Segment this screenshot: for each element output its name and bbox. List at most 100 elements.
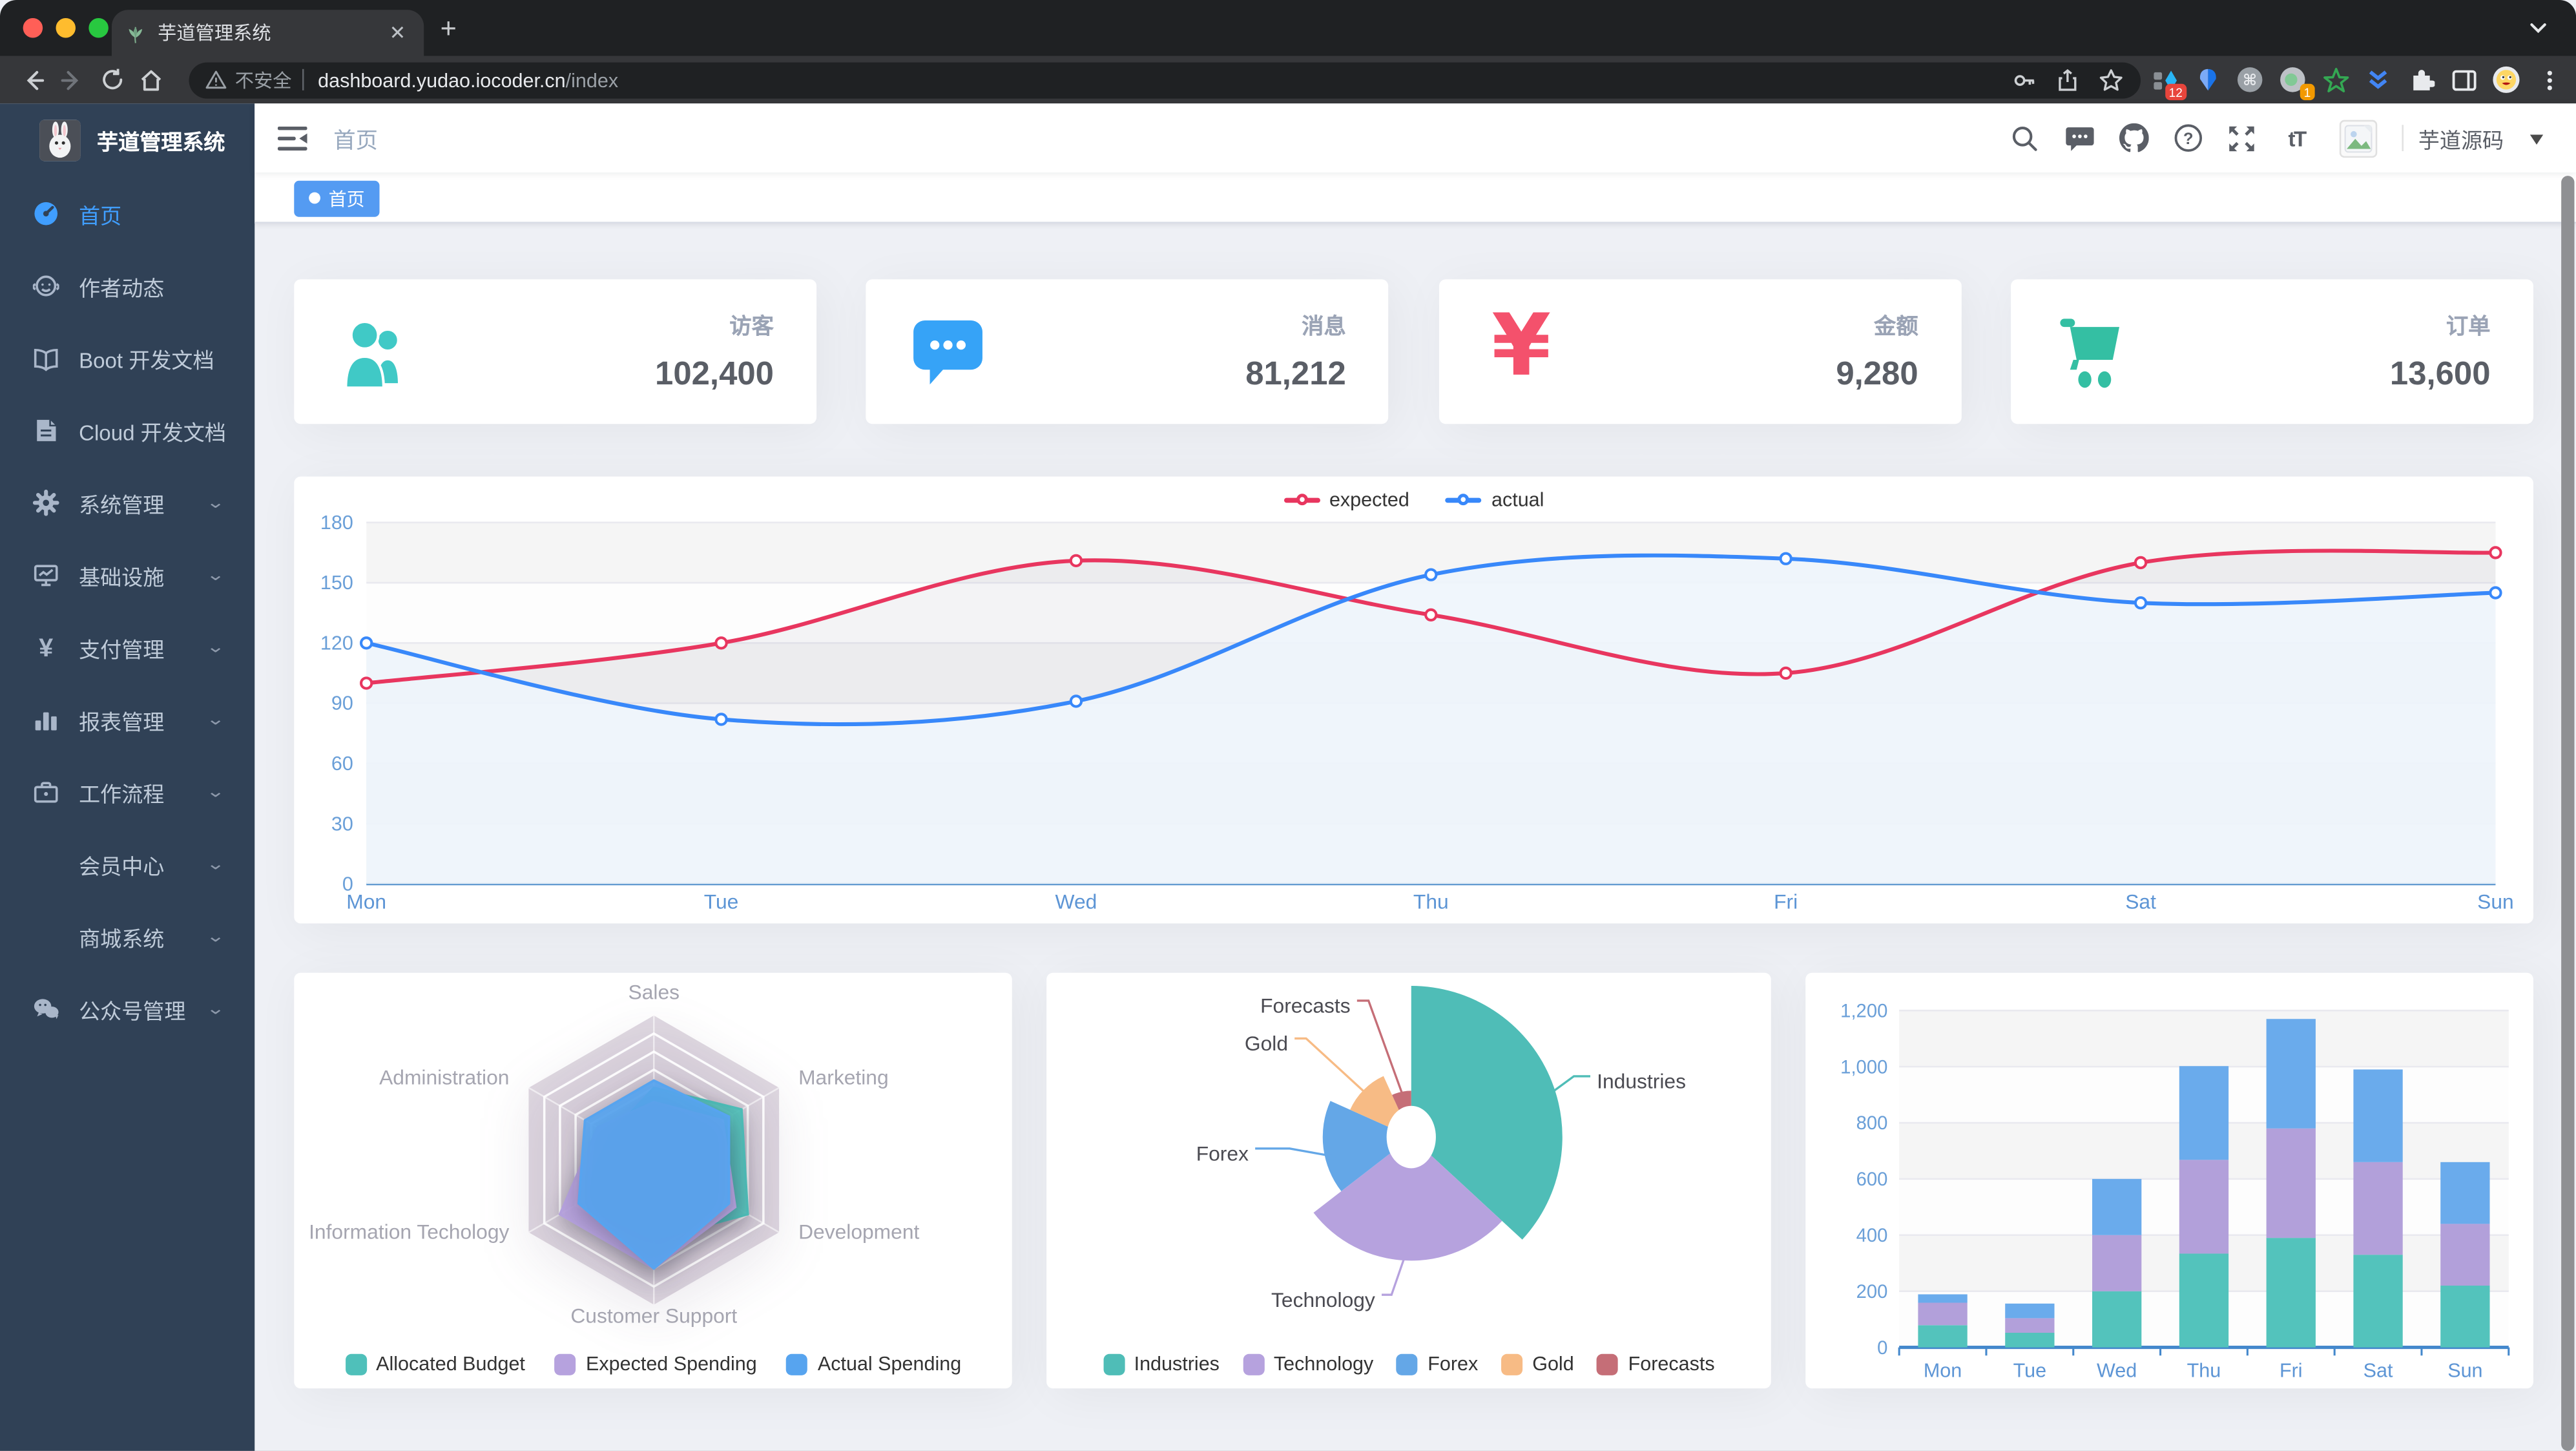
- line-chart-legend[interactable]: expected actual: [1283, 488, 1544, 511]
- legend-item[interactable]: Gold: [1501, 1352, 1574, 1375]
- sidebar-item-cloud-docs[interactable]: Cloud 开发文档: [0, 394, 254, 466]
- legend-item[interactable]: Expected Spending: [554, 1352, 757, 1375]
- sidebar-item-report-management[interactable]: 报表管理 ⌄: [0, 684, 254, 756]
- legend-item[interactable]: Allocated Budget: [344, 1352, 525, 1375]
- traffic-zoom-button[interactable]: [88, 17, 109, 38]
- stat-card-visitors[interactable]: 访客 102,400: [294, 279, 817, 424]
- legend-item[interactable]: Forecasts: [1597, 1352, 1715, 1375]
- sidebar-item-boot-docs[interactable]: Boot 开发文档: [0, 322, 254, 395]
- legend-label: Allocated Budget: [376, 1352, 525, 1375]
- tag-home[interactable]: 首页: [294, 180, 380, 216]
- tab-title: 芋道管理系统: [158, 25, 271, 45]
- sidebar-item-system-management[interactable]: 系统管理 ⌄: [0, 466, 254, 539]
- sidebar-item-author-news[interactable]: 作者动态: [0, 250, 254, 322]
- legend-item[interactable]: Forex: [1396, 1352, 1479, 1375]
- github-icon[interactable]: [2113, 117, 2155, 160]
- tab-search-chevron-icon[interactable]: [2527, 16, 2550, 39]
- gear-icon: [32, 489, 59, 516]
- dropdown-caret-icon[interactable]: [2529, 134, 2544, 145]
- message-icon[interactable]: [2059, 117, 2101, 160]
- svg-text:Information Techology: Information Techology: [309, 1220, 509, 1244]
- legend-item[interactable]: Technology: [1242, 1352, 1373, 1375]
- sidebar-item-infrastructure[interactable]: 基础设施 ⌄: [0, 539, 254, 611]
- extension-balloon-icon[interactable]: [2193, 66, 2221, 94]
- sidebar-item-label: 公众号管理: [79, 998, 186, 1023]
- svg-text:Mon: Mon: [346, 890, 386, 913]
- legend-label: Expected Spending: [586, 1352, 757, 1375]
- tab-close-icon[interactable]: ✕: [389, 21, 406, 45]
- sidebar-item-label: 支付管理: [79, 636, 165, 662]
- radar-chart-card: Sales Marketing Development Customer Suppor…: [294, 972, 1012, 1389]
- sidebar-item-mall-system[interactable]: 商城系统 ⌄: [0, 901, 254, 973]
- infrastructure-icon: [33, 562, 59, 589]
- sidebar-item-payment-management[interactable]: ¥ 支付管理 ⌄: [0, 611, 254, 684]
- traffic-close-button[interactable]: [23, 17, 43, 38]
- username[interactable]: 芋道源码: [2418, 127, 2504, 152]
- fullscreen-icon[interactable]: [2221, 117, 2264, 160]
- svg-text:60: 60: [331, 753, 353, 775]
- sidebar-item-wechat-management[interactable]: 公众号管理 ⌄: [0, 973, 254, 1045]
- svg-text:0: 0: [342, 873, 353, 895]
- extension-vue-devtools-icon[interactable]: 12: [2150, 66, 2187, 101]
- extension-double-chevron-icon[interactable]: [2364, 66, 2392, 94]
- pie-chart-legend[interactable]: Industries Technology Forex Gold Forecas…: [1103, 1352, 1715, 1375]
- reload-button[interactable]: [92, 60, 131, 99]
- dashboard-content: 访客 102,400 消息 81,212: [294, 224, 2533, 1451]
- url-path[interactable]: /index: [565, 68, 619, 92]
- legend-label: Forex: [1428, 1352, 1479, 1375]
- sidebar-item-label: 报表管理: [79, 709, 165, 734]
- extension-recorder-icon[interactable]: 1: [2279, 66, 2315, 101]
- stat-card-money[interactable]: ¥ 金额 9,280: [1438, 279, 1961, 424]
- traffic-minimize-button[interactable]: [56, 17, 76, 38]
- svg-text:Mon: Mon: [1924, 1359, 1962, 1381]
- stat-card-orders[interactable]: 订单 13,600: [2010, 279, 2533, 424]
- svg-text:Industries: Industries: [1597, 1069, 1686, 1092]
- chevron-down-icon: ⌄: [205, 999, 225, 1018]
- stat-card-messages[interactable]: 消息 81,212: [866, 279, 1389, 424]
- svg-text:1,000: 1,000: [1840, 1057, 1887, 1078]
- url-host[interactable]: dashboard.yudao.iocoder.cn: [318, 68, 566, 92]
- breadcrumb[interactable]: 首页: [333, 128, 378, 153]
- security-label[interactable]: 不安全: [234, 71, 292, 92]
- sidebar-item-label: 基础设施: [79, 564, 165, 589]
- share-icon[interactable]: [2055, 67, 2080, 93]
- sidebar-collapse-icon[interactable]: [276, 121, 309, 154]
- url-bar[interactable]: 不安全 dashboard.yudao.iocoder.cn/index: [189, 61, 2141, 98]
- extension-clover-icon[interactable]: ⌘: [2236, 66, 2264, 94]
- radar-chart-legend[interactable]: Allocated Budget Expected Spending Actua…: [344, 1352, 961, 1375]
- svg-text:150: 150: [320, 572, 353, 594]
- search-icon[interactable]: [2004, 117, 2047, 160]
- sidebar-item-member-center[interactable]: 会员中心 ⌄: [0, 828, 254, 901]
- legend-item-actual[interactable]: actual: [1445, 488, 1544, 511]
- legend-item[interactable]: Actual Spending: [786, 1352, 961, 1375]
- browser-tab[interactable]: 芋道管理系统 ✕: [111, 10, 424, 56]
- logo-rabbit-image: [39, 120, 81, 162]
- extension-green-star-icon[interactable]: [2322, 66, 2349, 94]
- new-tab-button[interactable]: +: [440, 13, 457, 45]
- font-size-icon[interactable]: tT: [2288, 125, 2307, 151]
- help-icon[interactable]: ?: [2167, 117, 2210, 160]
- chevron-down-icon: ⌄: [205, 566, 225, 585]
- browser-profile-avatar[interactable]: [2492, 66, 2520, 94]
- legend-item[interactable]: Industries: [1103, 1352, 1220, 1375]
- password-key-icon[interactable]: [2011, 67, 2037, 93]
- svg-text:Tue: Tue: [704, 890, 739, 913]
- side-panel-icon[interactable]: [2449, 66, 2477, 94]
- page-scrollbar[interactable]: [2561, 176, 2575, 1451]
- user-avatar[interactable]: [2339, 119, 2378, 157]
- sidebar-item-home[interactable]: 首页: [0, 178, 254, 250]
- home-button[interactable]: [131, 60, 171, 99]
- back-button[interactable]: [13, 60, 52, 99]
- bookmark-star-icon[interactable]: [2098, 67, 2124, 93]
- extensions-puzzle-icon[interactable]: [2407, 66, 2435, 94]
- forward-button[interactable]: [52, 60, 92, 99]
- sidebar-item-label: 工作流程: [79, 781, 165, 806]
- svg-text:Wed: Wed: [2097, 1359, 2137, 1381]
- sidebar-item-workflow[interactable]: 工作流程 ⌄: [0, 756, 254, 828]
- sidebar-logo[interactable]: 芋道管理系统: [0, 103, 254, 177]
- book-icon: [33, 345, 59, 371]
- extension-badge: 1: [2300, 83, 2315, 101]
- browser-menu-icon[interactable]: [2535, 66, 2562, 94]
- legend-item-expected[interactable]: expected: [1283, 488, 1409, 511]
